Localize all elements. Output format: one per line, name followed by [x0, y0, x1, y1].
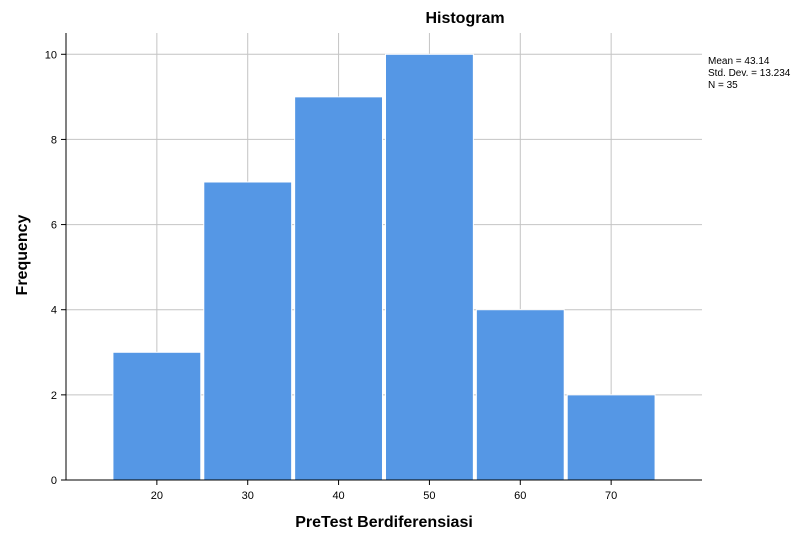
y-tick-label: 8	[51, 134, 57, 146]
x-axis-title: PreTest Berdiferensiasi	[295, 514, 473, 531]
bar-60	[475, 309, 565, 481]
y-tick-label: 6	[51, 220, 57, 232]
y-tick-label: 2	[51, 390, 57, 402]
bar-70	[566, 394, 656, 481]
stats-mean: Mean = 43.14	[708, 56, 770, 67]
x-tick-label: 40	[332, 490, 344, 502]
bar-40	[294, 96, 383, 481]
stats-n: N = 35	[708, 80, 738, 91]
chart-title: Histogram	[425, 10, 504, 27]
y-tick-label: 4	[51, 305, 57, 317]
bar-20	[112, 351, 202, 481]
x-tick-label: 60	[514, 490, 526, 502]
stats-std-dev: Std. Dev. = 13.234	[708, 68, 791, 79]
plot-area: 0 2 4 6 8 10 20 30 40 50 60 70	[45, 33, 702, 502]
bar-50	[385, 53, 474, 481]
y-axis-title: Frequency	[14, 214, 31, 295]
x-tick-label: 30	[242, 490, 254, 502]
y-tick-label: 0	[51, 475, 57, 487]
x-tick-label: 20	[151, 490, 163, 502]
x-tick-label: 50	[423, 490, 435, 502]
bar-30	[203, 181, 293, 481]
x-tick-label: 70	[605, 490, 617, 502]
y-tick-label: 10	[45, 49, 57, 61]
